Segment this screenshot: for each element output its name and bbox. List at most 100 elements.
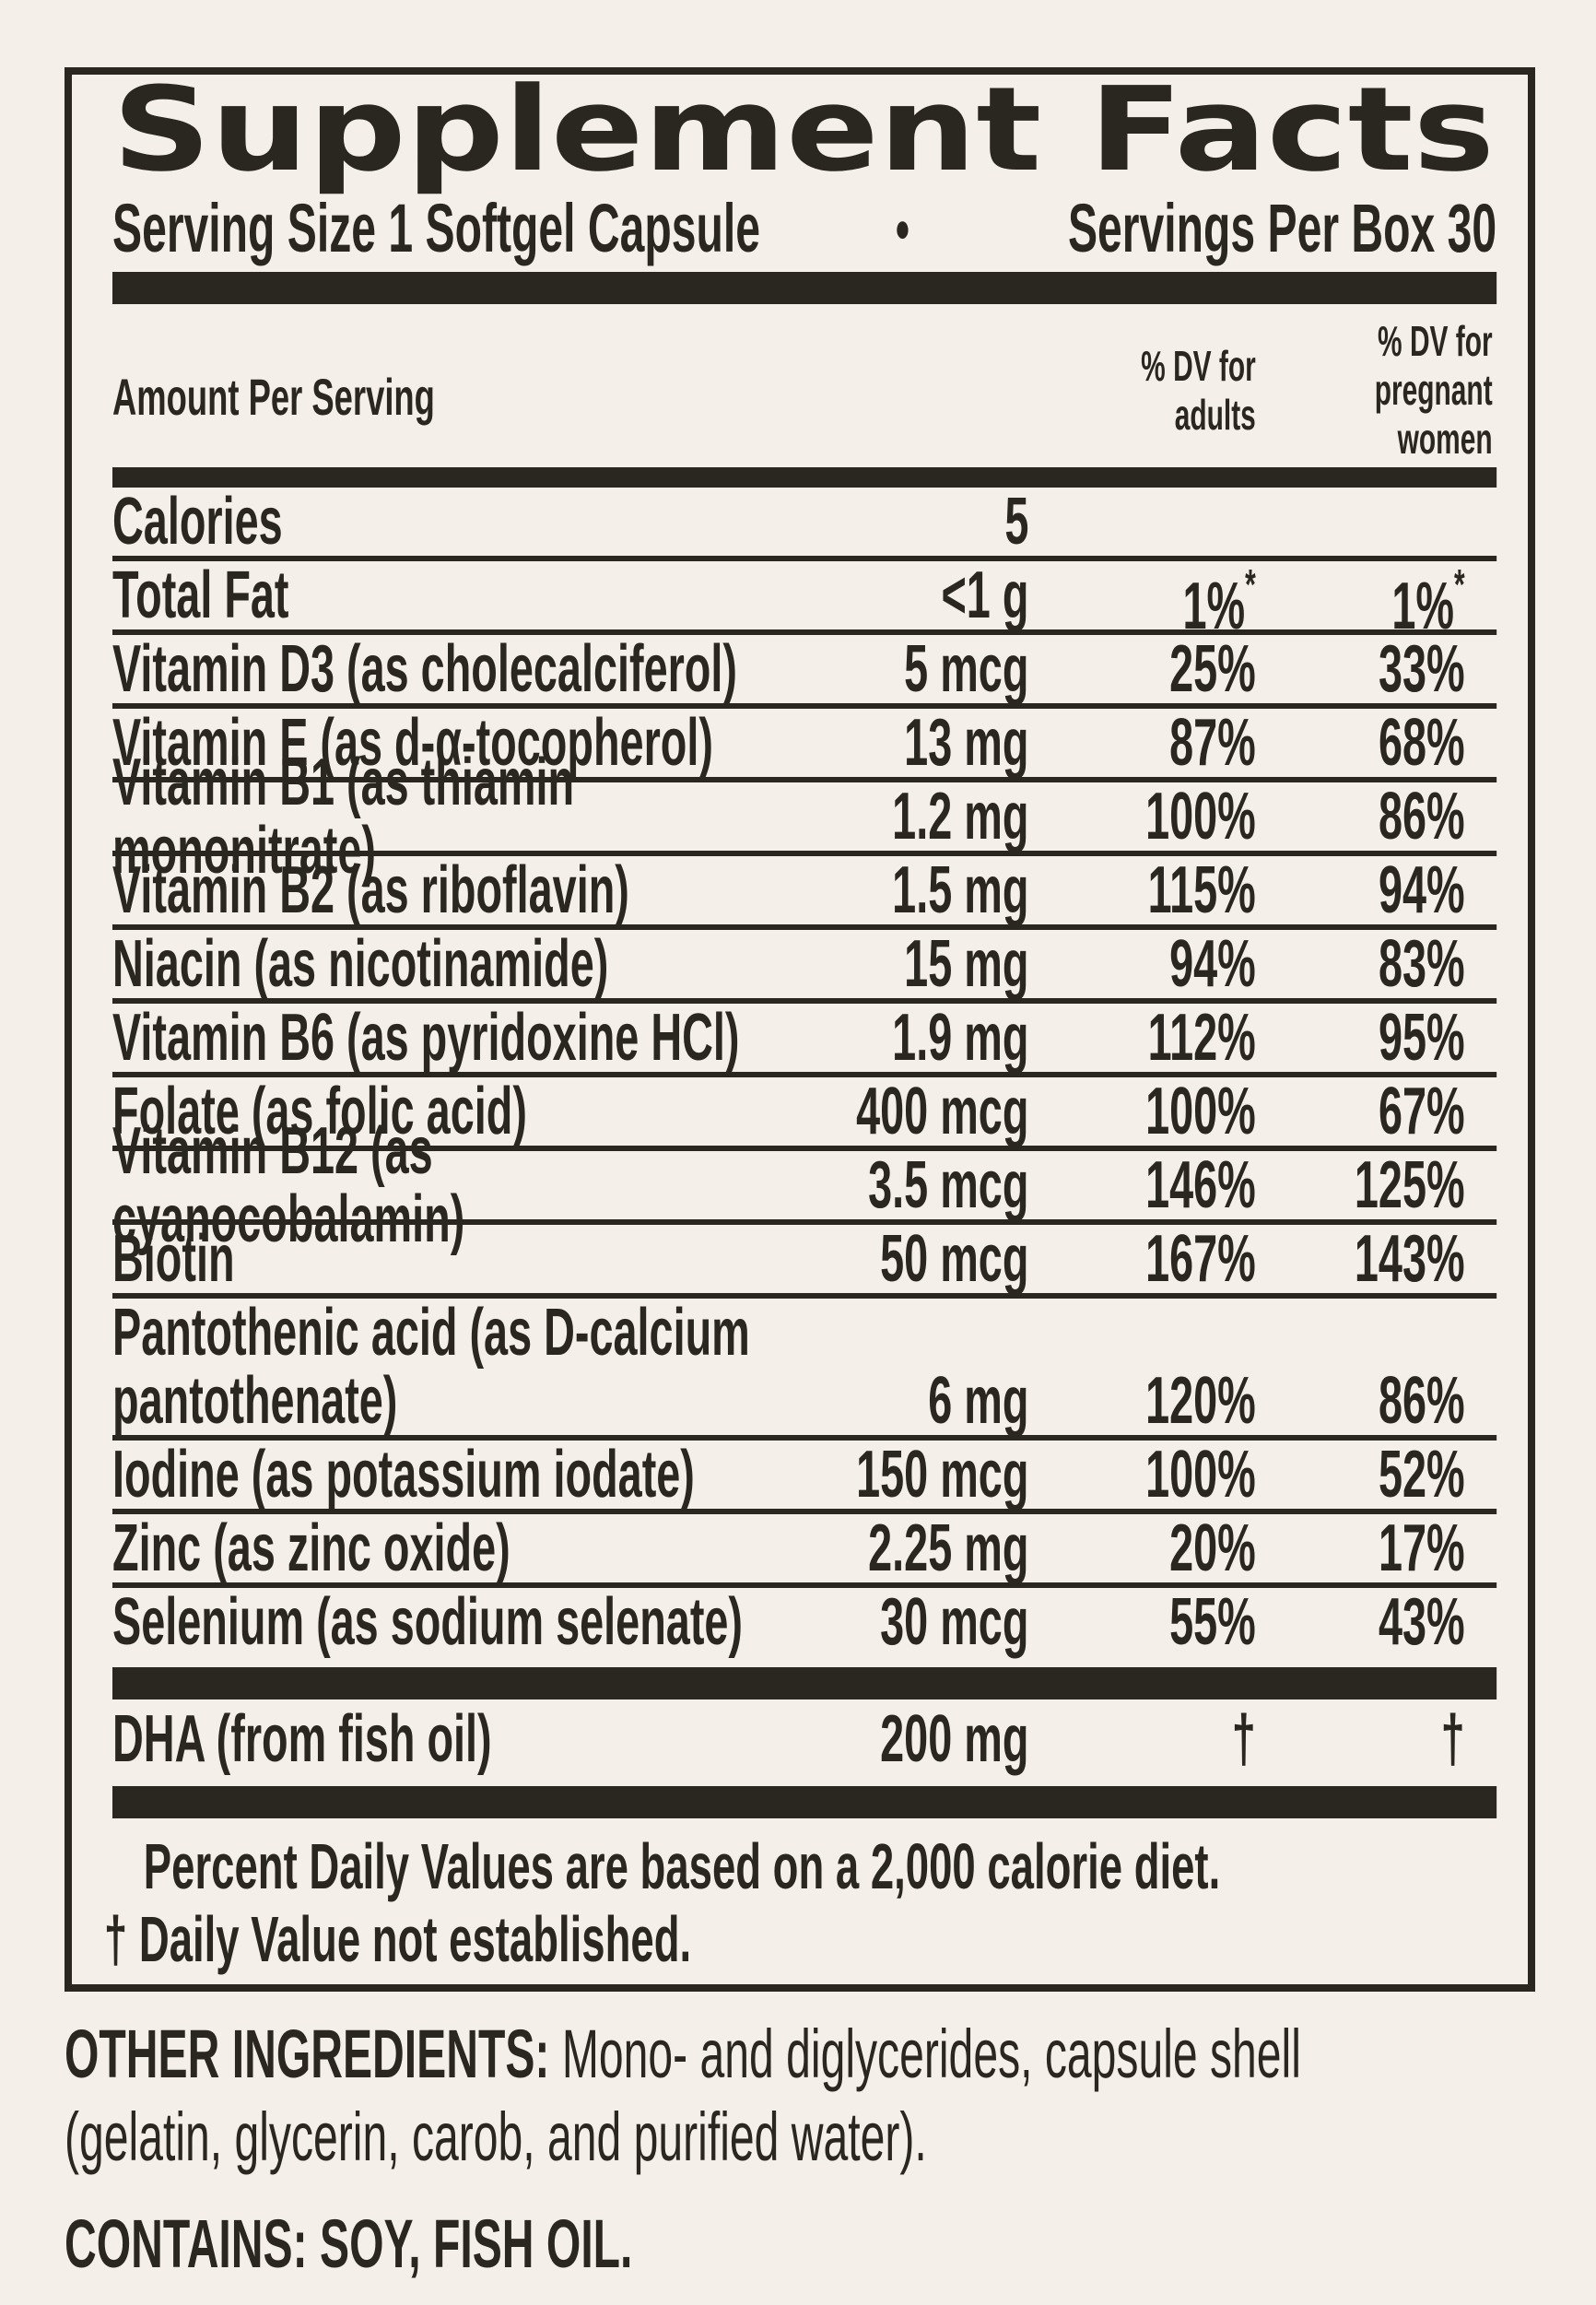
row-amount: 30 mcg bbox=[880, 1585, 1029, 1660]
contains-statement: CONTAINS: SOY, FISH OIL. bbox=[65, 2205, 633, 2282]
panel-title: Supplement Facts bbox=[112, 67, 1495, 197]
row-amount: 150 mcg bbox=[856, 1438, 1029, 1512]
row-label: Zinc (as zinc oxide) bbox=[112, 1511, 510, 1586]
row-label: Vitamin B6 (as pyridoxine HCl) bbox=[112, 1001, 740, 1076]
row-dv-adults: † bbox=[1231, 1702, 1256, 1777]
servings-per-box-text: Servings Per Box 30 bbox=[1067, 190, 1497, 267]
row-dv-adults: 167% bbox=[1145, 1222, 1256, 1297]
table-row: Vitamin E (as d-α-tocopherol) 13 mg 87% 68% bbox=[112, 709, 1496, 777]
row-separator bbox=[112, 1435, 1497, 1441]
row-label: Folate (as folic acid) bbox=[112, 1075, 527, 1149]
dv-pregnant-header: % DV for pregnant women bbox=[1270, 317, 1496, 467]
row-dv-adults: 146% bbox=[1145, 1148, 1256, 1223]
dv-pregnant-header-line1: % DV for bbox=[1378, 317, 1493, 366]
row-label: Vitamin E (as d-α-tocopherol) bbox=[112, 706, 713, 781]
row-label: DHA (from fish oil) bbox=[112, 1702, 492, 1777]
other-ingredients: OTHER INGREDIENTS: Mono- and diglyceride… bbox=[65, 2019, 1437, 2172]
row-dv-adults: 25% bbox=[1169, 632, 1256, 707]
dv-adults-header-line1: % DV for bbox=[1141, 342, 1256, 391]
dv-pregnant-header-line3: women bbox=[1397, 415, 1493, 464]
table-row: Niacin (as nicotinamide) 15 mg 94% 83% bbox=[112, 930, 1496, 998]
dv-pregnant-header-line2: pregnant bbox=[1374, 366, 1493, 415]
row-label: pantothenate) bbox=[112, 1364, 398, 1439]
row-separator bbox=[112, 1146, 1497, 1152]
row-dv-pregnant: 94% bbox=[1378, 853, 1465, 928]
row-dv-pregnant: 68% bbox=[1378, 706, 1465, 781]
row-label: Vitamin B1 (as thiamin mononitrate) bbox=[112, 746, 575, 888]
row-separator bbox=[112, 1072, 1497, 1078]
table-row: Pantothenic acid (as D-calcium bbox=[112, 1299, 1496, 1367]
row-dv-adults: 100% bbox=[1145, 1438, 1256, 1512]
amount-per-serving-header: Amount Per Serving bbox=[112, 368, 435, 427]
row-amount: 3.5 mcg bbox=[868, 1148, 1029, 1223]
row-dv-pregnant: 43% bbox=[1378, 1585, 1465, 1660]
table-row: Folate (as folic acid) 400 mcg 100% 67% bbox=[112, 1077, 1496, 1146]
footnote-percent-dv: Percent Daily Values are based on a 2,00… bbox=[143, 1830, 1221, 1903]
row-dv-adults: 112% bbox=[1147, 1001, 1256, 1076]
other-ingredients-line2: (gelatin, glycerin, carob, and purified … bbox=[65, 2099, 927, 2175]
row-amount: <1 g bbox=[941, 559, 1029, 633]
column-headers: Amount Per Serving % DV for adults % DV … bbox=[112, 317, 1496, 467]
divider-bar-header bbox=[112, 467, 1497, 488]
supplement-facts-panel: Supplement Facts Serving Size 1 Softgel … bbox=[65, 67, 1535, 1992]
dha-row-slot: DHA (from fish oil) 200 mg † † bbox=[112, 1699, 1496, 1779]
row-amount: 13 mg bbox=[904, 706, 1029, 781]
row-dv-adults: 55% bbox=[1169, 1585, 1256, 1660]
table-row: Vitamin B6 (as pyridoxine HCl) 1.9 mg 112%… bbox=[112, 1004, 1496, 1072]
row-label: Vitamin D3 (as cholecalciferol) bbox=[112, 632, 737, 707]
row-dv-pregnant: 143% bbox=[1354, 1222, 1465, 1297]
row-amount: 1.5 mg bbox=[892, 853, 1029, 928]
row-dv-pregnant: 86% bbox=[1378, 780, 1465, 854]
row-dv-adults: 120% bbox=[1145, 1364, 1256, 1439]
table-row: Biotin 50 mcg 167% 143% bbox=[112, 1225, 1496, 1293]
row-dv-pregnant: 33% bbox=[1378, 632, 1465, 707]
row-label: Vitamin B2 (as riboflavin) bbox=[112, 853, 629, 928]
row-amount: 15 mg bbox=[904, 927, 1029, 1002]
row-dv-adults: 115% bbox=[1147, 853, 1256, 928]
table-row: Vitamin B2 (as riboflavin) 1.5 mg 115% 94% bbox=[112, 856, 1496, 924]
row-amount: 6 mg bbox=[928, 1364, 1029, 1439]
row-amount: 50 mcg bbox=[880, 1222, 1029, 1297]
row-dv-adults: 100% bbox=[1145, 780, 1256, 854]
row-separator bbox=[112, 924, 1497, 931]
divider-bar-dha-bottom bbox=[112, 1786, 1497, 1819]
table-row: Vitamin D3 (as cholecalciferol) 5 mcg 25% 3… bbox=[112, 635, 1496, 703]
row-dv-pregnant: 95% bbox=[1378, 1001, 1465, 1076]
row-separator bbox=[112, 629, 1497, 636]
row-amount: 5 bbox=[1004, 485, 1029, 559]
row-separator bbox=[112, 556, 1497, 562]
table-row: Zinc (as zinc oxide) 2.25 mg 20% 17% bbox=[112, 1514, 1496, 1582]
row-label: Iodine (as potassium iodate) bbox=[112, 1438, 695, 1512]
table-row: Selenium (as sodium selenate) 30 mcg 55% 43… bbox=[112, 1588, 1496, 1656]
row-label: Vitamin B12 (as cyanocobalamin) bbox=[112, 1114, 465, 1257]
row-separator bbox=[112, 851, 1497, 857]
row-amount: 2.25 mg bbox=[868, 1511, 1029, 1586]
row-dv-adults: 100% bbox=[1145, 1075, 1256, 1149]
row-label: Selenium (as sodium selenate) bbox=[112, 1585, 744, 1660]
asterisk-mark: * bbox=[1453, 560, 1465, 609]
row-dv-pregnant: 67% bbox=[1378, 1075, 1465, 1149]
row-label: Niacin (as nicotinamide) bbox=[112, 927, 609, 1002]
table-row: Iodine (as potassium iodate) 150 mcg 100% 5… bbox=[112, 1441, 1496, 1509]
row-label: Pantothenic acid (as D-calcium bbox=[112, 1296, 750, 1370]
row-dv-pregnant: 83% bbox=[1378, 927, 1465, 1002]
table-row: DHA (from fish oil) 200 mg † † bbox=[112, 1699, 1496, 1779]
dv-adults-header: % DV for adults bbox=[1042, 342, 1269, 467]
table-row: pantothenate) 6 mg 120% 86% bbox=[112, 1367, 1496, 1435]
row-amount: 1.9 mg bbox=[892, 1001, 1029, 1076]
row-dv-pregnant: 1%* bbox=[1391, 560, 1465, 644]
row-dv-adults: 1%* bbox=[1182, 560, 1256, 644]
row-separator bbox=[112, 1509, 1497, 1515]
other-ingredients-label: OTHER INGREDIENTS: bbox=[65, 2016, 550, 2092]
dv-adults-header-line2: adults bbox=[1174, 391, 1256, 440]
panel-body: Serving Size 1 Softgel Capsule ● Serving… bbox=[104, 194, 1497, 1975]
row-amount: 400 mcg bbox=[856, 1075, 1029, 1149]
row-amount: 5 mcg bbox=[904, 632, 1029, 707]
row-dv-pregnant: † bbox=[1440, 1702, 1465, 1777]
row-dv-pregnant: 86% bbox=[1378, 1364, 1465, 1439]
serving-info-row: Serving Size 1 Softgel Capsule ● Serving… bbox=[112, 194, 1496, 263]
row-label: Calories bbox=[112, 485, 283, 559]
row-amount: 1.2 mg bbox=[892, 780, 1029, 854]
row-separator bbox=[112, 1293, 1497, 1300]
